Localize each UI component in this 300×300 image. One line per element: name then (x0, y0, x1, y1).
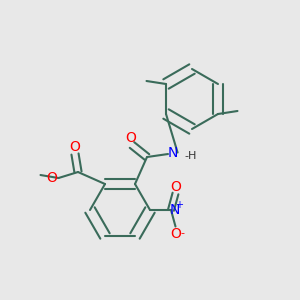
Text: -H: -H (184, 151, 197, 160)
Text: O: O (170, 227, 181, 241)
Text: +: + (176, 200, 183, 211)
Text: O: O (125, 131, 136, 146)
Text: -: - (181, 228, 185, 238)
Text: O: O (170, 180, 181, 194)
Text: O: O (46, 171, 57, 185)
Text: N: N (170, 203, 180, 217)
Text: O: O (70, 140, 80, 154)
Text: N: N (167, 146, 178, 160)
